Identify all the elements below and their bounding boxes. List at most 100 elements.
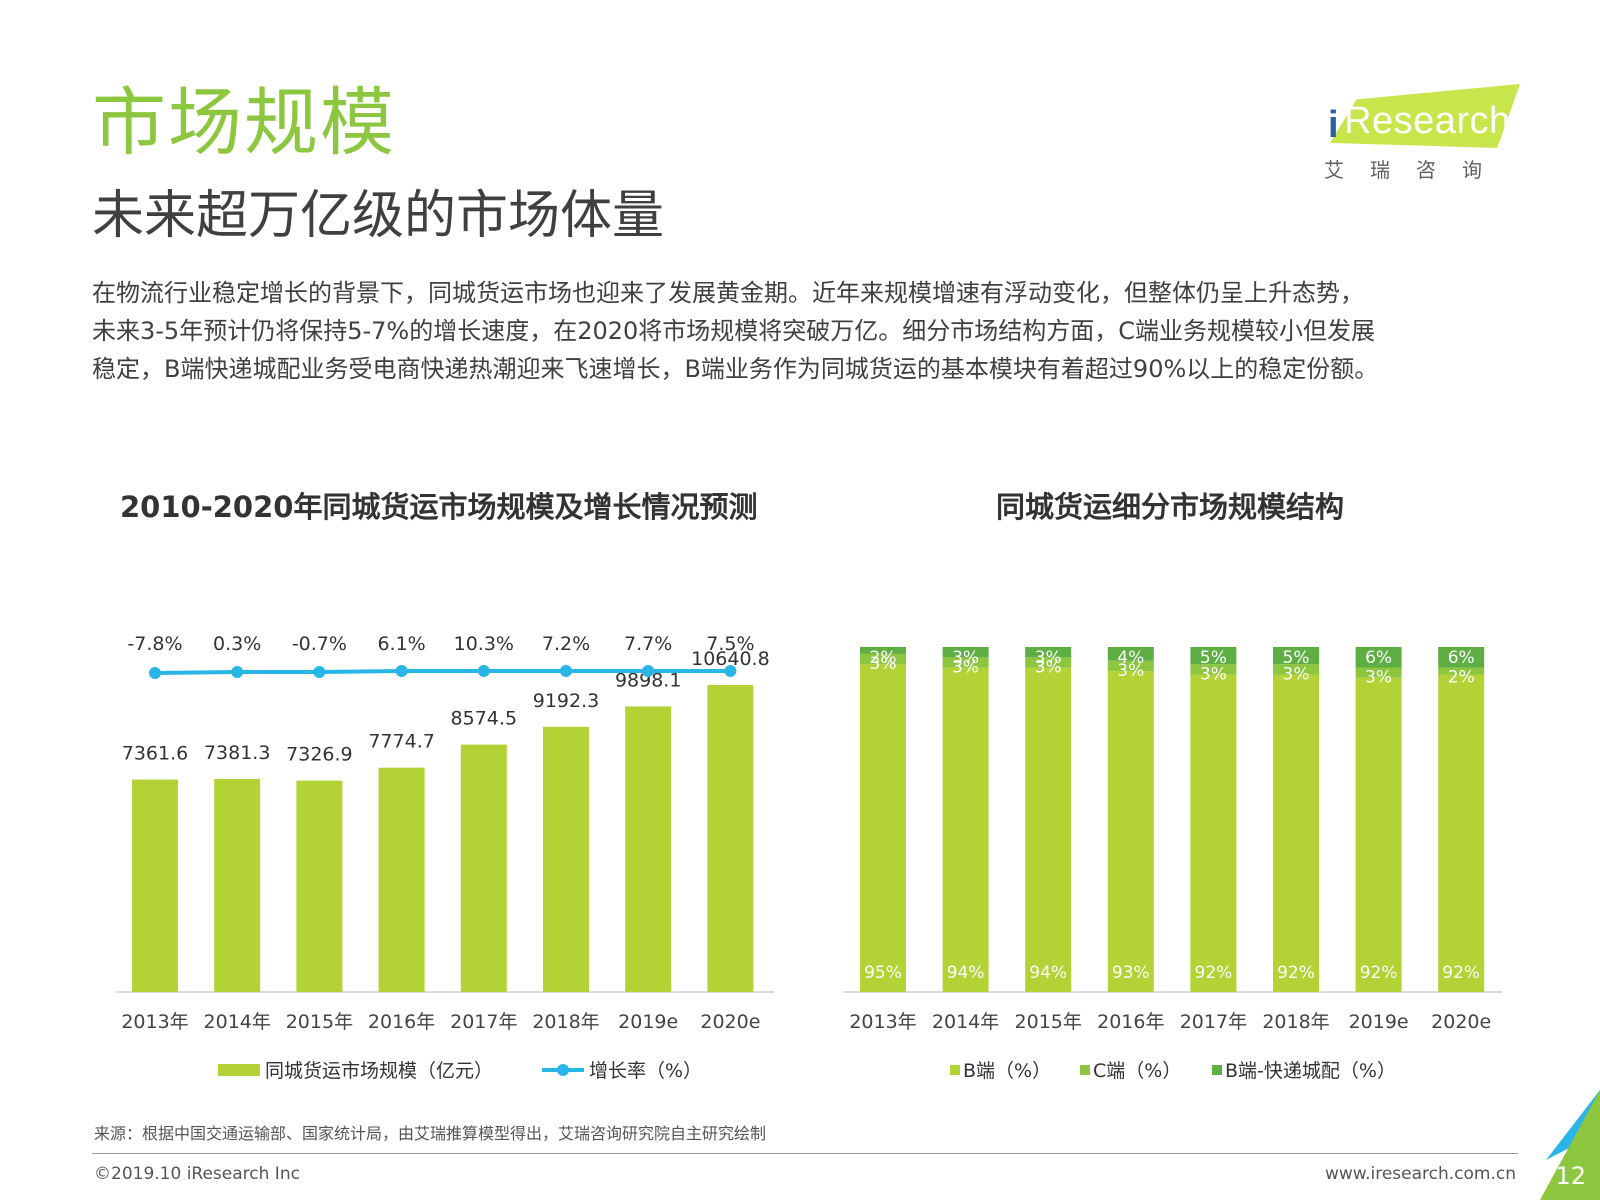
right-legend-label: B端-快递城配（%） [1225,1060,1396,1082]
market-size-bar [378,767,425,992]
segment-bar-0 [1355,677,1402,992]
left-x-tick-label: 2018年 [532,1011,599,1033]
segment-bar-1 [1355,667,1402,678]
iresearch-logo: i Research 艾瑞咨询 [1322,84,1522,184]
segment-value-label: 4% [1117,648,1144,668]
growth-rate-point [231,666,244,678]
growth-rate-point [560,665,572,677]
market-size-label: 7361.6 [122,743,188,765]
left-x-tick-label: 2014年 [204,1011,271,1033]
website-url: www.iresearch.com.cn [1324,1164,1516,1184]
segment-value-label: 2% [1448,668,1475,688]
segment-value-label: 94% [947,963,985,983]
right-x-tick-label: 2019e [1349,1011,1409,1033]
segment-bar-2 [1107,647,1154,661]
growth-rate-label: -7.8% [127,633,182,655]
segment-value-label: 5% [1200,648,1227,668]
segment-value-label: 3% [1035,648,1062,668]
source-note: 来源：根据中国交通运输部、国家统计局，由艾瑞推算模型得出，艾瑞咨询研究院自主研究… [94,1124,767,1143]
market-size-label: 10640.8 [691,648,770,670]
segment-value-label: 93% [1112,963,1150,983]
segment-bar-0 [1438,674,1485,992]
logo-wordmark: Research [1344,100,1511,142]
left-x-tick-label: 2017年 [450,1011,517,1033]
growth-rate-line [154,669,731,675]
segment-value-label: 94% [1029,963,1067,983]
segment-bar-0 [1190,674,1237,992]
segment-bar-1 [1273,664,1319,675]
right-x-tick-label: 2014年 [932,1011,999,1033]
right-legend-label: C端（%） [1093,1060,1181,1082]
legend-line-marker [557,1064,569,1076]
growth-rate-point [149,667,161,679]
right-legend-swatch [1212,1065,1222,1075]
segment-bar-1 [1107,660,1154,672]
segment-value-label: 6% [1448,648,1475,668]
legend-bar-swatch [218,1064,260,1076]
growth-rate-label: -0.7% [292,633,347,655]
segment-value-label: 2% [870,648,897,668]
right-legend-swatch [1080,1065,1090,1075]
market-size-bar [543,726,589,992]
growth-rate-point [477,665,490,677]
segment-value-label: 3% [1200,664,1227,684]
left-x-tick-label: 2020e [700,1011,760,1033]
growth-rate-point [395,665,408,677]
segment-bar-0 [1273,674,1319,992]
intro-line: 在物流行业稳定增长的背景下，同城货运市场也迎来了发展黄金期。近年来规模增速有浮动… [92,279,1364,307]
segment-bar-2 [1438,647,1485,668]
segment-bar-2 [860,647,906,654]
market-size-bar [460,744,507,992]
page-subtitle: 未来超万亿级的市场体量 [92,186,665,246]
market-size-label: 7774.7 [368,731,434,753]
segment-value-label: 3% [870,654,897,674]
page-number: 12 [1555,1162,1586,1190]
intro-paragraph: 在物流行业稳定增长的背景下，同城货运市场也迎来了发展黄金期。近年来规模增速有浮动… [92,274,1512,388]
footer-divider [92,1153,1518,1154]
logo-chinese-name: 艾瑞咨询 [1324,158,1508,182]
segment-bar-0 [1025,667,1072,992]
growth-rate-label: 0.3% [213,633,261,655]
left-chart-title: 2010-2020年同城货运市场规模及增长情况预测 [120,490,758,524]
market-size-bar [625,706,672,992]
segment-value-label: 3% [1035,657,1062,677]
market-size-label: 9898.1 [615,669,681,691]
segment-value-label: 3% [952,648,979,668]
segment-value-label: 6% [1365,648,1392,668]
left-x-tick-label: 2013年 [121,1011,188,1033]
growth-rate-label: 10.3% [454,633,514,655]
segment-value-label: 92% [1360,963,1398,983]
segment-bar-2 [1355,647,1402,668]
growth-rate-point [724,665,737,677]
logo-i-letter: i [1328,104,1339,146]
growth-rate-point [642,665,655,677]
segment-bar-2 [942,647,989,658]
market-size-bar [707,685,754,992]
growth-rate-label: 7.2% [542,633,590,655]
intro-line: 稳定，B端快递城配业务受电商快递热潮迎来飞速增长，B端业务作为同城货运的基本模块… [92,355,1379,383]
copyright-text: ©2019.10 iResearch Inc [94,1164,300,1184]
market-size-label: 7326.9 [286,744,352,766]
segment-value-label: 3% [1283,664,1310,684]
growth-rate-point [313,666,326,678]
segment-value-label: 92% [1195,963,1233,983]
segment-value-label: 3% [1117,661,1144,681]
segment-bar-2 [1190,647,1237,665]
segment-value-label: 5% [1283,648,1310,668]
market-size-bar [214,779,261,992]
segment-value-label: 92% [1442,963,1480,983]
segment-value-label: 3% [952,657,979,677]
left-x-tick-label: 2016年 [368,1011,435,1033]
right-x-tick-label: 2015年 [1015,1011,1082,1033]
segment-bar-0 [860,664,906,992]
right-legend-swatch [950,1065,960,1075]
segment-bar-2 [1273,647,1319,665]
market-size-label: 8574.5 [451,708,517,730]
right-x-tick-label: 2013年 [849,1011,916,1033]
segment-bar-0 [1107,671,1154,992]
growth-rate-label: 7.5% [706,633,754,655]
market-size-label: 7381.3 [204,742,270,764]
right-x-tick-label: 2018年 [1262,1011,1329,1033]
page-title: 市场规模 [92,80,396,166]
